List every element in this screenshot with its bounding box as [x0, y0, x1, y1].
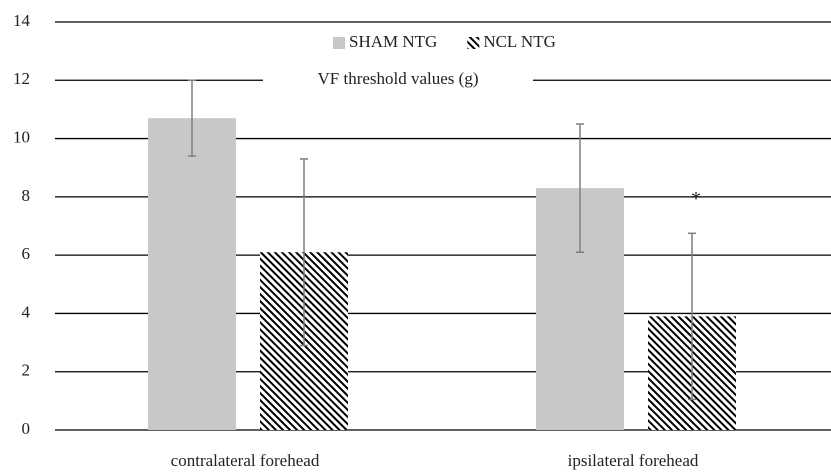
title-bg: [263, 68, 533, 93]
y-tick-label: 6: [22, 244, 31, 263]
bar: [148, 118, 236, 431]
y-tick-label: 0: [22, 419, 31, 438]
y-tick-label: 4: [22, 302, 31, 321]
y-tick-label: 2: [22, 361, 31, 380]
legend-label: NCL NTG: [483, 32, 556, 51]
legend-swatch: [333, 37, 345, 49]
legend-label: SHAM NTG: [349, 32, 437, 51]
y-tick-label: 12: [13, 69, 30, 88]
error-bar: [188, 79, 196, 157]
y-tick-label: 14: [13, 11, 31, 30]
legend-swatch: [467, 37, 480, 49]
y-tick-label: 8: [22, 186, 31, 205]
x-tick-label: ipsilateral forehead: [568, 451, 699, 470]
y-tick-label: 10: [13, 127, 30, 146]
annotation: *: [691, 188, 701, 210]
error-bar: [576, 123, 584, 253]
error-bar: [688, 232, 696, 401]
error-bar: [300, 158, 308, 347]
x-tick-label: contralateral forehead: [171, 451, 320, 470]
chart-title: VF threshold values (g): [317, 69, 478, 88]
